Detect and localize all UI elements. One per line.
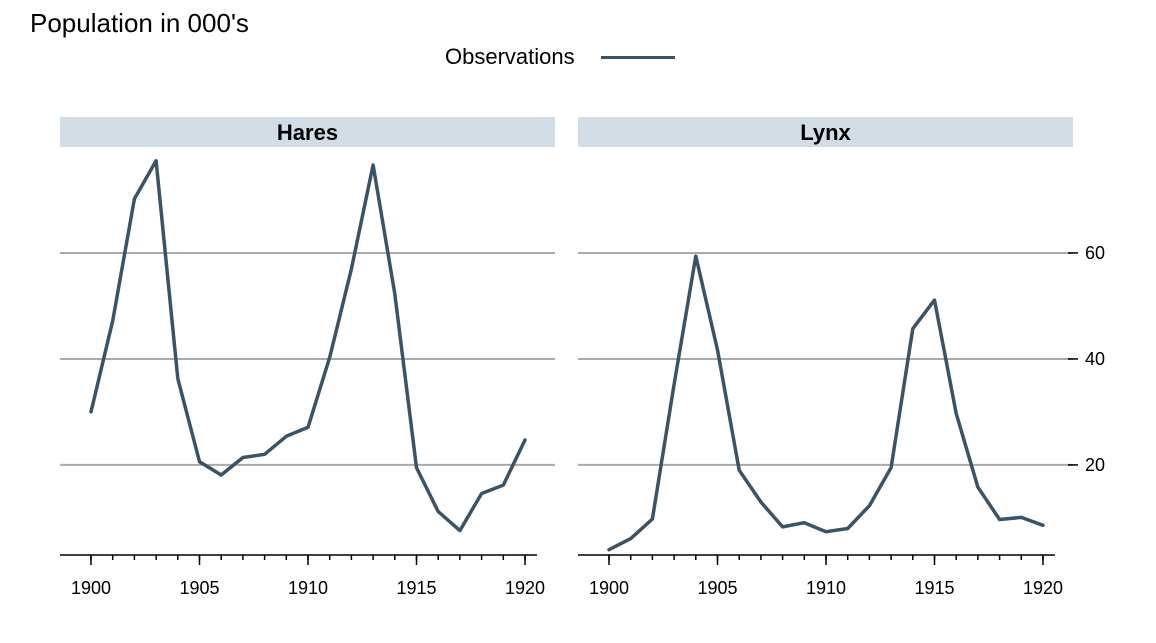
x-tick-label-hares-1900: 1900 [71,578,111,598]
facet-header-hares [60,117,555,147]
x-tick-label-lynx-1915: 1915 [914,578,954,598]
x-tick-label-lynx-1920: 1920 [1023,578,1063,598]
y-tick-label-40: 40 [1085,349,1105,369]
chart-title: Population in 000's [30,8,249,38]
x-tick-label-hares-1915: 1915 [396,578,436,598]
x-tick-label-lynx-1905: 1905 [697,578,737,598]
facet-header-lynx [578,117,1073,147]
x-tick-label-hares-1910: 1910 [288,578,328,598]
y-tick-label-60: 60 [1085,243,1105,263]
series-line-lynx [607,254,1045,552]
facet-title-hares: Hares [277,120,338,145]
y-tick-label-20: 20 [1085,455,1105,475]
x-tick-label-lynx-1900: 1900 [589,578,629,598]
x-tick-label-hares-1905: 1905 [179,578,219,598]
legend-label: Observations [445,44,575,69]
facet-title-lynx: Lynx [800,120,851,145]
legend-swatch [600,55,675,59]
legend: Observations [445,44,675,70]
series-line-hares [89,159,527,533]
x-tick-label-lynx-1910: 1910 [806,578,846,598]
x-tick-label-hares-1920: 1920 [505,578,545,598]
